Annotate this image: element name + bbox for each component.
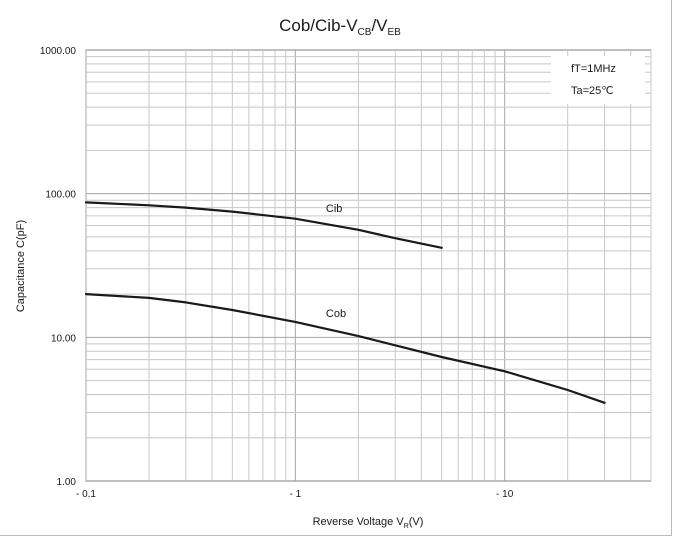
series-layer	[84, 201, 606, 404]
condition-box-bg	[551, 56, 645, 104]
series-line-cob	[84, 293, 606, 404]
y-tick-label: 1000.00	[40, 46, 77, 57]
chart-title: Cob/Cib-VCB/VEB	[279, 16, 401, 38]
condition-box: fT=1MHz Ta=25℃	[551, 56, 645, 104]
x-tick-label: - 0.1	[76, 489, 96, 500]
x-tick-label: - 10	[496, 489, 514, 500]
y-axis-label: Capacitance C(pF)	[15, 220, 27, 312]
y-tick-label: 1.00	[57, 477, 77, 488]
series-annotations: Cib Cob	[326, 203, 346, 320]
condition-text: fT=1MHz	[571, 63, 616, 75]
tick-labels: 1.00 10.00 100.00 1000.00 - 0.1 - 1 - 10	[40, 46, 514, 500]
annotation-cib: Cib	[326, 203, 343, 215]
capacitance-chart: Cob/Cib-VCB/VEB 1.00 10.00 100.00 1000.00 - …	[15, 16, 652, 530]
chart-frame: Cob/Cib-VCB/VEB 1.00 10.00 100.00 1000.00 - …	[0, 0, 672, 536]
y-tick-label: 100.00	[45, 190, 76, 201]
plot-area	[85, 49, 652, 482]
series-line-cib	[84, 201, 443, 249]
x-axis-label: Reverse Voltage VR(V)	[313, 516, 424, 530]
annotation-cob: Cob	[326, 308, 346, 320]
condition-text: Ta=25℃	[571, 85, 614, 97]
x-tick-label: - 1	[290, 489, 302, 500]
y-tick-label: 10.00	[51, 333, 76, 344]
